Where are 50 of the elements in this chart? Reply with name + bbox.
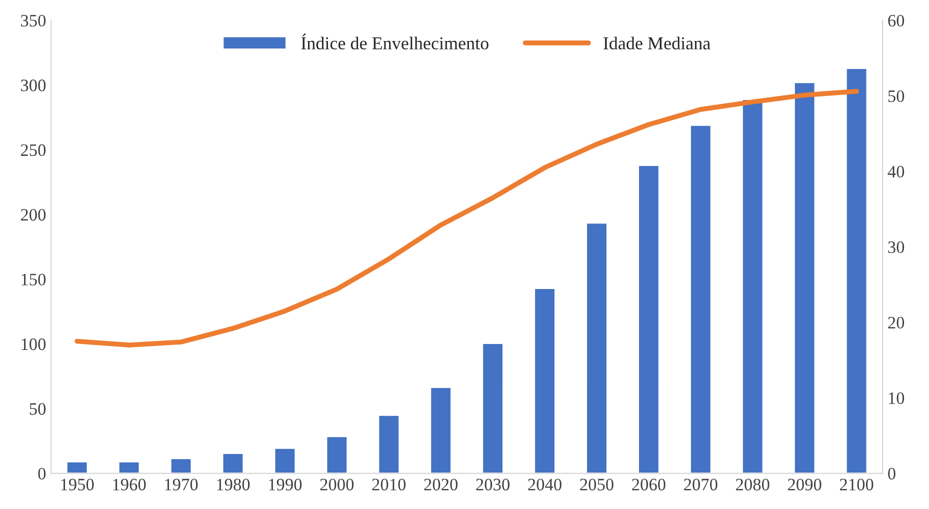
y-tick-label: 200 bbox=[20, 208, 46, 221]
legend-label: Idade Mediana bbox=[604, 36, 710, 50]
x-tick-label: 1990 bbox=[269, 478, 302, 490]
y2-tick-label: 0 bbox=[888, 468, 896, 480]
y2-tick-label: 40 bbox=[888, 166, 904, 178]
bar bbox=[430, 386, 452, 474]
x-tick-label: 2010 bbox=[372, 478, 406, 490]
y-tick-label: 100 bbox=[22, 338, 46, 350]
x-tick-label: 2090 bbox=[788, 478, 822, 490]
x-tick-label: 2070 bbox=[684, 478, 718, 490]
line-series bbox=[74, 88, 859, 348]
legend-label: Índice de Envelhecimento bbox=[301, 34, 488, 50]
bar bbox=[222, 452, 244, 474]
y2-tick-label: 50 bbox=[888, 90, 904, 102]
y-tick-label: 300 bbox=[21, 80, 46, 92]
y2-tick-label: 10 bbox=[888, 392, 904, 404]
bar bbox=[742, 98, 764, 474]
bar bbox=[66, 461, 88, 474]
y-tick-label: 350 bbox=[21, 14, 46, 27]
y2-tick-label: 30 bbox=[888, 241, 904, 254]
y-tick-label: 0 bbox=[38, 468, 46, 480]
y2-tick-label: 20 bbox=[888, 316, 904, 329]
x-tick-label: 1980 bbox=[217, 478, 250, 490]
x-tick-label: 2030 bbox=[476, 478, 510, 490]
bar bbox=[170, 458, 192, 474]
x-tick-label: 1950 bbox=[61, 478, 94, 490]
x-tick-label: 2040 bbox=[528, 478, 562, 490]
x-tick-label: 1970 bbox=[165, 478, 198, 490]
x-tick-label: 1960 bbox=[113, 478, 146, 490]
y-tick-label: 150 bbox=[22, 274, 46, 286]
x-tick-label: 2020 bbox=[424, 478, 458, 490]
bar bbox=[378, 414, 400, 474]
bar bbox=[690, 124, 712, 474]
bar bbox=[586, 222, 608, 474]
x-tick-label: 2080 bbox=[736, 478, 770, 490]
bar bbox=[794, 82, 816, 474]
x-tick-label: 2000 bbox=[320, 478, 354, 490]
bar bbox=[845, 68, 868, 474]
x-tick-label: 2060 bbox=[632, 478, 666, 490]
y-tick-label: 50 bbox=[30, 403, 46, 415]
bar bbox=[326, 436, 348, 474]
bar bbox=[638, 164, 660, 474]
x-tick-label: 2050 bbox=[580, 478, 614, 490]
bar bbox=[534, 288, 556, 474]
x-tick-label: 2100 bbox=[840, 478, 874, 490]
bar bbox=[482, 342, 504, 474]
bar bbox=[274, 447, 296, 474]
y2-tick-label: 60 bbox=[888, 14, 904, 27]
y-tick-label: 250 bbox=[20, 144, 46, 156]
bar bbox=[118, 461, 140, 474]
